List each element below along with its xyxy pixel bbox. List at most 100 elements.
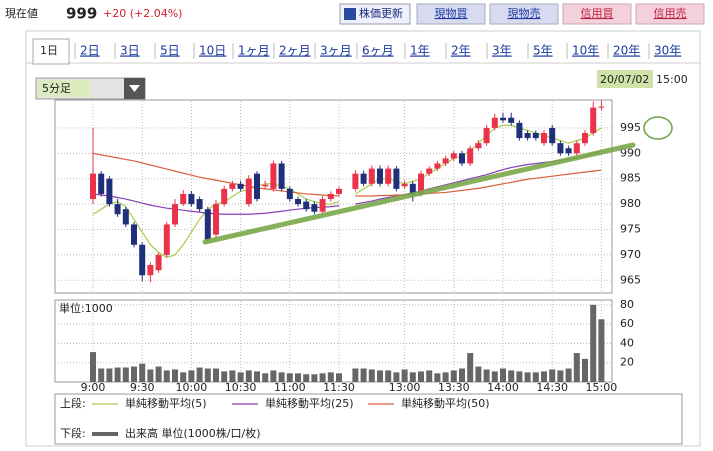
y-tick-label: 990	[620, 146, 641, 159]
candle-body	[327, 193, 334, 200]
candle-body	[385, 168, 392, 184]
period-tab[interactable]: 20年	[613, 44, 640, 58]
volume-bar	[90, 352, 96, 382]
y-tick-label: 60	[620, 317, 634, 330]
period-tab[interactable]: 3日	[120, 44, 140, 58]
volume-bar	[172, 369, 178, 382]
legend-entry: 単純移動平均(50)	[401, 396, 490, 410]
candle-body	[549, 127, 556, 144]
x-tick-label: 10:30	[225, 381, 257, 394]
candle-body	[598, 106, 605, 108]
y-tick-label: 40	[620, 336, 634, 349]
cash-sell-label: 現物売	[508, 6, 541, 20]
margin-buy-button[interactable]	[562, 3, 632, 25]
period-tab[interactable]: 5日	[160, 44, 180, 58]
candle-body	[180, 193, 187, 205]
highlight	[38, 80, 90, 97]
period-tab[interactable]: 1年	[410, 44, 430, 58]
candle-body	[483, 127, 490, 144]
cash-sell-button[interactable]	[489, 3, 559, 25]
time: 15:00	[656, 73, 688, 86]
volume-bar	[221, 371, 228, 382]
volume-bar	[590, 304, 597, 382]
volume-bar	[147, 369, 154, 382]
selected-tab	[32, 38, 70, 65]
candle-body	[524, 133, 531, 139]
moving-average-line	[92, 152, 602, 197]
volume-panel	[54, 299, 613, 383]
candle-body	[204, 209, 211, 240]
volume-bar	[204, 368, 211, 382]
cash-buy-button[interactable]	[416, 3, 486, 25]
legend-lower-label: 下段:	[60, 426, 86, 440]
candle-body	[90, 173, 96, 200]
volume-bar	[573, 353, 580, 382]
period-tab[interactable]: 6ヶ月	[362, 44, 394, 58]
candle-body	[573, 143, 580, 154]
volume-bar	[278, 372, 285, 382]
period-tab[interactable]: 1ヶ月	[238, 44, 270, 58]
period-tab[interactable]: 5年	[533, 44, 553, 58]
x-tick-label: 13:30	[438, 381, 470, 394]
volume-bar	[270, 370, 277, 382]
date-highlight	[597, 70, 653, 88]
candle-body	[418, 173, 424, 194]
x-tick-label: 11:30	[323, 381, 355, 394]
period-tab[interactable]: 1日	[40, 44, 58, 57]
period-tab[interactable]: 2日	[80, 44, 100, 58]
legend-box	[54, 393, 683, 445]
period-tab[interactable]: 10日	[199, 44, 226, 58]
candle-body	[229, 183, 236, 189]
volume-bar	[598, 319, 605, 382]
circle-annotation	[643, 116, 673, 140]
candle-body	[147, 265, 154, 276]
volume-bar	[237, 372, 244, 382]
candle-body	[139, 244, 146, 276]
x-tick-label: 9:00	[81, 381, 106, 394]
volume-bar	[368, 369, 375, 382]
candle-body	[278, 163, 285, 189]
period-tab[interactable]: 3ヶ月	[320, 44, 352, 58]
candle-body	[114, 204, 121, 215]
margin-sell-button[interactable]	[635, 3, 705, 25]
volume-bar	[303, 374, 310, 382]
volume-bar	[467, 353, 474, 382]
candle-body	[336, 188, 342, 194]
period-tab[interactable]: 30年	[654, 44, 681, 58]
candle-body	[450, 153, 457, 159]
cash-buy-label: 現物買	[435, 6, 468, 20]
candle-body	[311, 204, 318, 212]
refresh-label: 株価更新	[359, 6, 403, 20]
period-tab[interactable]: 10年	[572, 44, 599, 58]
volume-bar	[254, 371, 260, 382]
period-tab[interactable]: 2ヶ月	[279, 44, 311, 58]
candle-body	[155, 254, 162, 271]
candle-body	[352, 173, 359, 189]
current-price: 999	[66, 5, 97, 23]
volume-bar	[98, 368, 105, 382]
candle-body	[500, 117, 506, 121]
volume-bar	[262, 373, 269, 382]
candle-body	[295, 199, 301, 205]
candle-body	[516, 122, 523, 139]
period-tab[interactable]: 2年	[451, 44, 471, 58]
period-tab[interactable]: 3年	[492, 44, 512, 58]
candle-body	[377, 168, 383, 184]
y-tick-label: 965	[620, 273, 641, 286]
volume-bar	[163, 370, 170, 382]
volume-bar	[434, 373, 441, 382]
candle-body	[270, 163, 277, 189]
volume-bar	[524, 372, 531, 382]
price-change: +20 (+2.04%)	[103, 7, 182, 20]
candle-body	[106, 178, 113, 205]
volume-bar	[516, 371, 523, 382]
volume-bar	[286, 373, 293, 382]
volume-bar	[155, 366, 162, 382]
y-tick-label: 980	[620, 197, 641, 210]
y-tick-label: 975	[620, 223, 641, 236]
volume-bar	[475, 366, 482, 382]
candle-body	[467, 148, 474, 164]
refresh-button[interactable]	[339, 3, 411, 25]
candle-body	[491, 117, 498, 128]
volume-bar	[385, 370, 392, 382]
